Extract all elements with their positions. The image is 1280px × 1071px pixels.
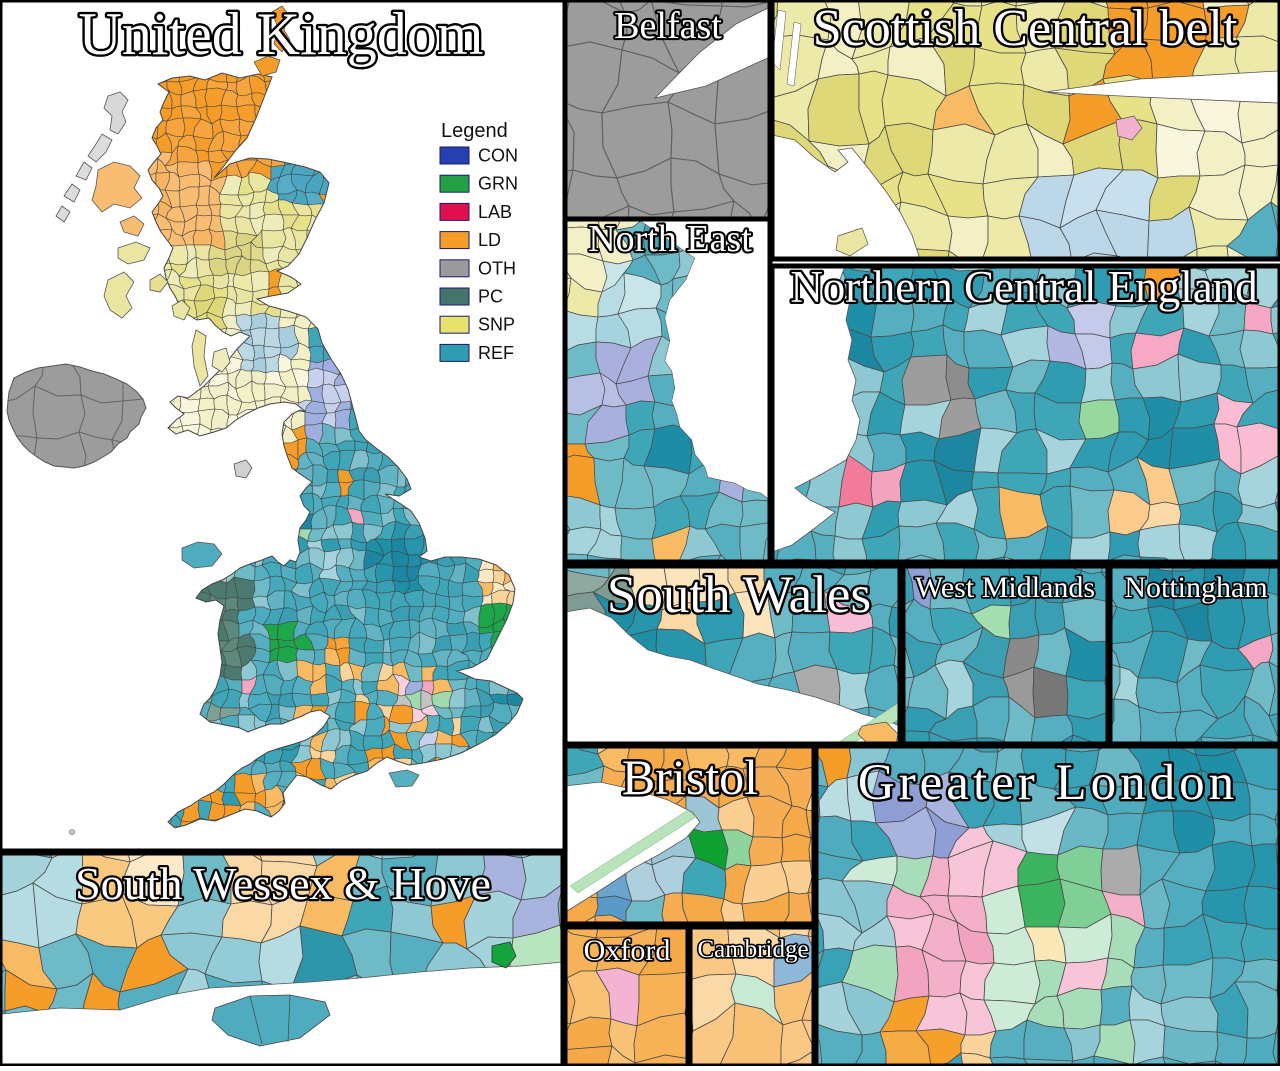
svg-text:LD: LD (478, 230, 501, 250)
svg-text:South Wales: South Wales (607, 566, 871, 624)
svg-text:GRN: GRN (478, 174, 518, 194)
svg-text:CON: CON (478, 146, 518, 166)
svg-text:North East: North East (588, 218, 752, 260)
svg-text:Belfast: Belfast (614, 5, 722, 47)
svg-text:PC: PC (478, 287, 503, 307)
svg-text:Bristol: Bristol (622, 749, 758, 805)
svg-text:Legend: Legend (441, 120, 508, 142)
svg-text:Northern Central England: Northern Central England (790, 262, 1257, 312)
svg-text:Cambridge: Cambridge (697, 936, 808, 963)
svg-text:REF: REF (478, 343, 514, 363)
svg-text:Greater London: Greater London (858, 755, 1238, 811)
svg-text:United Kingdom: United Kingdom (79, 1, 484, 67)
svg-text:Scottish Central belt: Scottish Central belt (813, 0, 1238, 57)
svg-text:Nottingham: Nottingham (1124, 571, 1267, 604)
svg-text:West Midlands: West Midlands (915, 571, 1095, 604)
svg-text:South Wessex & Hove: South Wessex & Hove (75, 858, 491, 909)
svg-text:OTH: OTH (478, 258, 516, 278)
svg-text:Oxford: Oxford (584, 934, 671, 967)
svg-text:LAB: LAB (478, 202, 512, 222)
svg-text:SNP: SNP (478, 315, 515, 335)
